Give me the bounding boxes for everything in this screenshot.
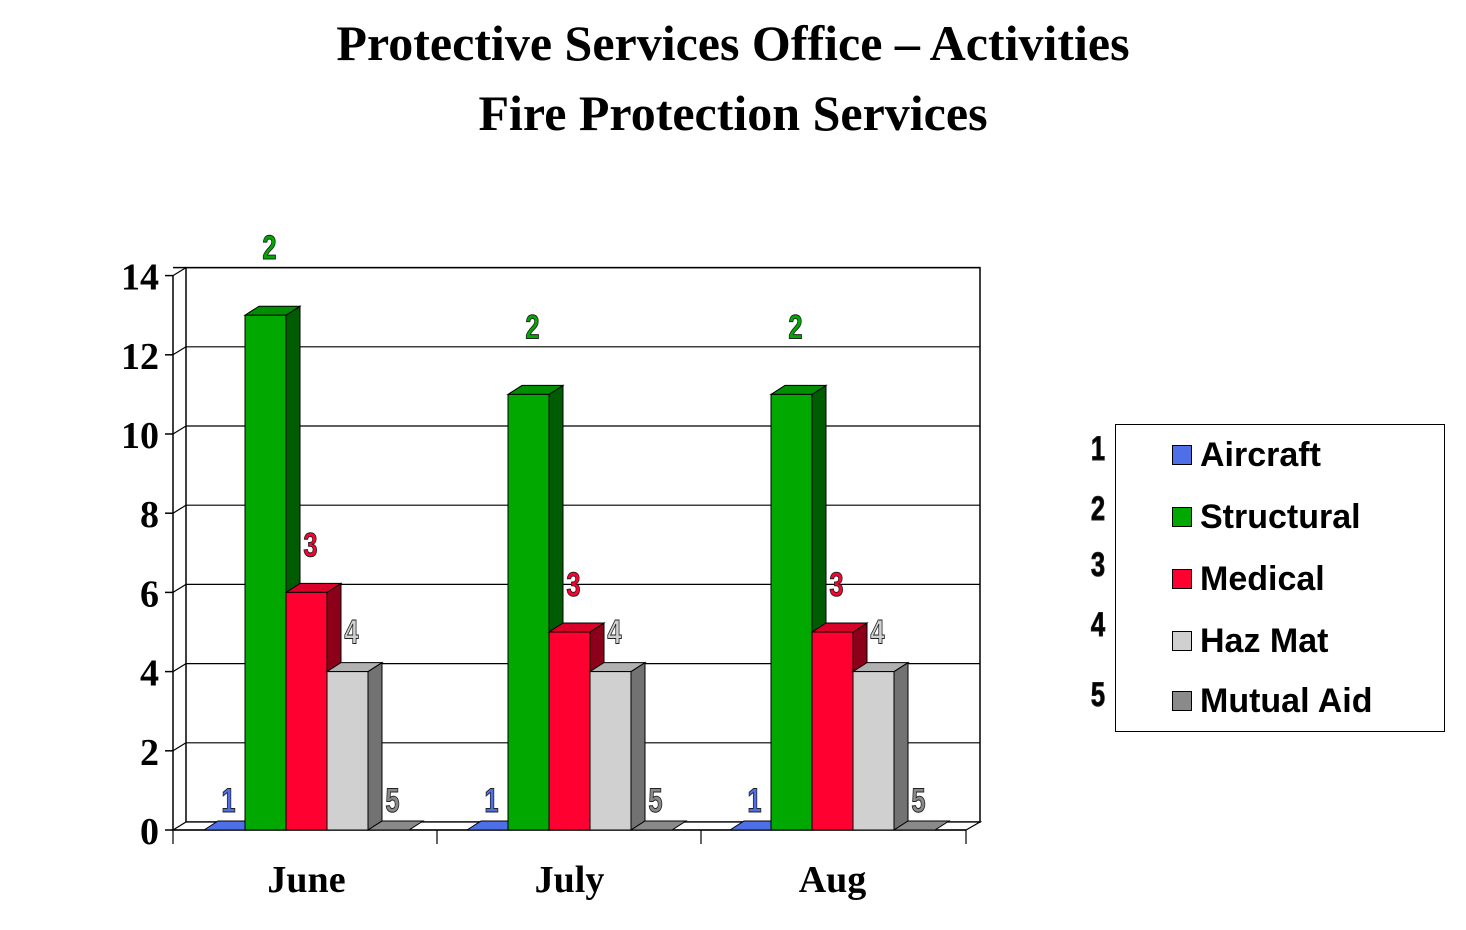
legend-label-mutual-aid: Mutual Aid — [1200, 681, 1373, 720]
bar-aug-medical-marker: 3 — [829, 567, 843, 604]
gridline-side-8 — [172, 504, 187, 514]
bar-july-mutual-aid — [629, 820, 688, 831]
bar-june-structural — [244, 314, 287, 831]
y-tick-label-6: 6 — [140, 573, 159, 615]
legend-swatch-structural — [1172, 507, 1192, 527]
legend-label-structural: Structural — [1200, 497, 1361, 536]
x-tick-label-aug: Aug — [799, 859, 867, 901]
gridline-side-2 — [172, 742, 187, 752]
bar-aug-haz-mat — [852, 671, 895, 831]
legend-item-medical: Medical — [1172, 559, 1325, 598]
bar-july-aircraft-marker: 1 — [484, 783, 498, 820]
legend-marker-hazmat: 4 — [1090, 606, 1106, 645]
chart-title-block: Protective Services Office – Activities … — [0, 8, 1466, 148]
bar-aug-haz-mat-side — [893, 661, 909, 831]
legend-swatch-hazmat — [1172, 631, 1192, 651]
bar-aug-mutual-aid-marker: 5 — [911, 783, 925, 820]
bar-june-mutual-aid — [366, 820, 425, 831]
legend-swatch-mutual-aid — [1172, 691, 1192, 711]
gridline-side-4 — [172, 663, 187, 673]
legend-item-hazmat: Haz Mat — [1172, 621, 1329, 660]
bar-june-medical — [285, 591, 328, 831]
bar-july-haz-mat — [589, 671, 632, 831]
legend-marker-mutual-aid: 5 — [1090, 676, 1106, 715]
bar-aug-medical — [811, 631, 854, 831]
gridline-side-10 — [172, 425, 187, 435]
bar-aug-haz-mat-marker: 4 — [870, 614, 884, 651]
legend-item-aircraft: Aircraft — [1172, 435, 1321, 474]
y-tick-label-4: 4 — [140, 653, 159, 695]
legend-marker-medical: 3 — [1090, 546, 1106, 585]
chart-subtitle: Fire Protection Services — [478, 85, 988, 141]
bar-aug-structural — [770, 393, 813, 831]
bar-july-medical-marker: 3 — [566, 567, 580, 604]
legend-label-hazmat: Haz Mat — [1200, 621, 1329, 660]
y-tick-label-8: 8 — [140, 494, 159, 536]
legend-item-structural: Structural — [1172, 497, 1361, 536]
legend-marker-structural: 2 — [1090, 490, 1106, 529]
legend-item-mutual-aid: Mutual Aid — [1172, 681, 1373, 720]
bar-aug-aircraft-marker: 1 — [747, 783, 761, 820]
gridline-side-14 — [172, 267, 187, 277]
legend-label-medical: Medical — [1200, 559, 1325, 598]
chart-title: Protective Services Office – Activities — [336, 15, 1130, 71]
gridline-side-6 — [172, 583, 187, 593]
bar-june-medical-marker: 3 — [303, 527, 317, 564]
bar-aug-structural-marker: 2 — [788, 309, 802, 346]
bar-june-aircraft-marker: 1 — [221, 783, 235, 820]
gridline-side-12 — [172, 346, 187, 356]
y-tick-label-2: 2 — [140, 732, 159, 774]
legend-label-aircraft: Aircraft — [1200, 435, 1321, 474]
y-tick-label-12: 12 — [121, 336, 159, 378]
bar-june-structural-marker: 2 — [262, 230, 276, 267]
legend-swatch-aircraft — [1172, 445, 1192, 465]
bar-june-haz-mat-side — [367, 661, 383, 831]
chart-legend: Aircraft Structural Medical Haz Mat Mutu… — [1115, 424, 1445, 732]
bar-july-structural — [507, 393, 550, 831]
y-tick-label-0: 0 — [140, 811, 159, 853]
legend-swatch-medical — [1172, 569, 1192, 589]
bar-june-mutual-aid-marker: 5 — [385, 783, 399, 820]
bar-july-haz-mat-marker: 4 — [607, 614, 621, 651]
bar-july-structural-marker: 2 — [525, 309, 539, 346]
bar-july-medical — [548, 631, 591, 831]
x-tick-label-july: July — [535, 859, 605, 901]
bar-june-haz-mat-marker: 4 — [344, 614, 358, 651]
x-tick-label-june: June — [267, 859, 345, 901]
y-tick-label-14: 14 — [121, 257, 159, 299]
y-tick-label-10: 10 — [121, 415, 159, 457]
bar-june-haz-mat — [326, 671, 369, 831]
bar-aug-mutual-aid — [892, 820, 951, 831]
legend-marker-aircraft: 1 — [1090, 430, 1106, 469]
bar-july-mutual-aid-marker: 5 — [648, 783, 662, 820]
bar-july-haz-mat-side — [630, 661, 646, 831]
